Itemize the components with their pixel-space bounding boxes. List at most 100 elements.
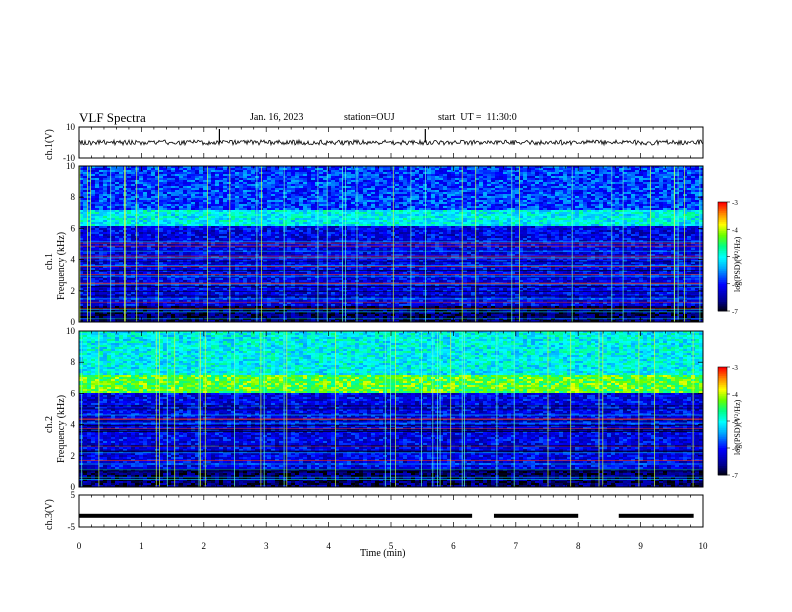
spectrogram-cell (367, 214, 372, 217)
spectrogram-cell (607, 228, 612, 231)
spectrogram-cell (555, 184, 560, 187)
spectrogram-cell (595, 222, 600, 225)
spectrogram-cell (219, 228, 224, 231)
spectrogram-cell (103, 172, 108, 175)
spectrogram-cell (331, 168, 336, 171)
spectrogram-cell (243, 174, 248, 177)
spectrogram-cell (383, 196, 388, 199)
spectrogram-cell (403, 222, 408, 225)
spectrogram-cell (295, 194, 300, 197)
spectrogram-cell (291, 184, 296, 187)
spectrogram-cell (531, 170, 536, 173)
spectrogram-cell (307, 226, 312, 229)
spectrogram-cell (539, 190, 544, 193)
spectrogram-cell (171, 228, 176, 231)
spectrogram-cell (383, 200, 388, 203)
spectrogram-cell (311, 166, 316, 169)
spectrogram-cell (359, 218, 364, 221)
spectrogram-cell (687, 186, 692, 189)
spectrogram-cell (531, 190, 536, 193)
spectrogram-cell (115, 166, 120, 169)
spectrogram-cell (499, 196, 504, 199)
spectrogram-cell (347, 198, 352, 201)
spectrogram-cell (115, 218, 120, 221)
spectrogram-cell (427, 170, 432, 173)
spectrogram-cell (563, 210, 568, 213)
spectrogram-cell (79, 224, 84, 227)
spectrogram-cell (475, 180, 480, 183)
spectrogram-cell (279, 200, 284, 203)
spectrogram-cell (575, 176, 580, 179)
spectrogram-cell (387, 214, 392, 217)
spectrogram-cell (511, 182, 516, 185)
spectrogram-cell (451, 184, 456, 187)
spectrogram-cell (219, 178, 224, 181)
spectrogram-cell (159, 220, 164, 223)
spectrogram-cell (515, 184, 520, 187)
spectrogram-cell (235, 170, 240, 173)
spectrogram-cell (243, 190, 248, 193)
spectrogram-cell (451, 208, 456, 211)
spectrogram-cell (483, 216, 488, 219)
spectrogram-cell (215, 206, 220, 209)
spectrogram-cell (191, 184, 196, 187)
spectrogram-cell (111, 196, 116, 199)
spectrogram-cell (599, 176, 604, 179)
spectrogram-cell (247, 224, 252, 227)
spectrogram-cell (203, 210, 208, 213)
spectrogram-cell (563, 196, 568, 199)
spectrogram-cell (311, 218, 316, 221)
spectrogram-cell (547, 222, 552, 225)
spectrogram-cell (411, 170, 416, 173)
spectrogram-cell (411, 178, 416, 181)
spectrogram-cell (231, 198, 236, 201)
spectrogram-cell (507, 176, 512, 179)
spectrogram-cell (371, 228, 376, 231)
spectrogram-cell (107, 186, 112, 189)
spectrogram-cell (399, 174, 404, 177)
spectrogram-cell (587, 176, 592, 179)
spectrogram-cell (455, 170, 460, 173)
spectrogram-cell (695, 176, 700, 179)
spectrogram-cell (595, 168, 600, 171)
spectrogram-cell (579, 220, 584, 223)
spectrogram-cell (451, 224, 456, 227)
spectrogram-cell (91, 212, 96, 215)
spectrogram-cell (511, 224, 516, 227)
spectrogram-cell (479, 206, 484, 209)
spectrogram-cell (643, 226, 648, 229)
spectrogram-cell (627, 202, 632, 205)
spectrogram-cell (539, 228, 544, 231)
spectrogram-cell (455, 192, 460, 195)
spectrogram-cell (567, 226, 572, 229)
spectrogram-cell (155, 216, 160, 219)
spectrogram-cell (427, 184, 432, 187)
spectrogram-cell (431, 180, 436, 183)
spectrogram-cell (467, 228, 472, 231)
spectrogram-cell (175, 198, 180, 201)
spectrogram-cell (183, 220, 188, 223)
spectrogram-cell (111, 180, 116, 183)
spectrogram-cell (159, 194, 164, 197)
spectrogram-cell (427, 194, 432, 197)
spectrogram-cell (443, 172, 448, 175)
spectrogram-cell (287, 200, 292, 203)
spectrogram-cell (323, 210, 328, 213)
spectrogram-cell (271, 224, 276, 227)
spectrogram-cell (219, 174, 224, 177)
spectrogram-cell (147, 218, 152, 221)
spectrogram-cell (111, 216, 116, 219)
spectrogram-cell (335, 196, 340, 199)
spectrogram-cell (527, 204, 532, 207)
spectrogram-cell (175, 190, 180, 193)
spectrogram-cell (443, 210, 448, 213)
spectrogram-cell (387, 208, 392, 211)
spectrogram-cell (487, 224, 492, 227)
spectrogram-cell (311, 180, 316, 183)
spectrogram-cell (595, 194, 600, 197)
spectrogram-cell (603, 192, 608, 195)
spectrogram-cell (675, 228, 680, 231)
spectrogram-cell (571, 178, 576, 181)
spectrogram-cell (171, 224, 176, 227)
spectrogram-cell (215, 182, 220, 185)
